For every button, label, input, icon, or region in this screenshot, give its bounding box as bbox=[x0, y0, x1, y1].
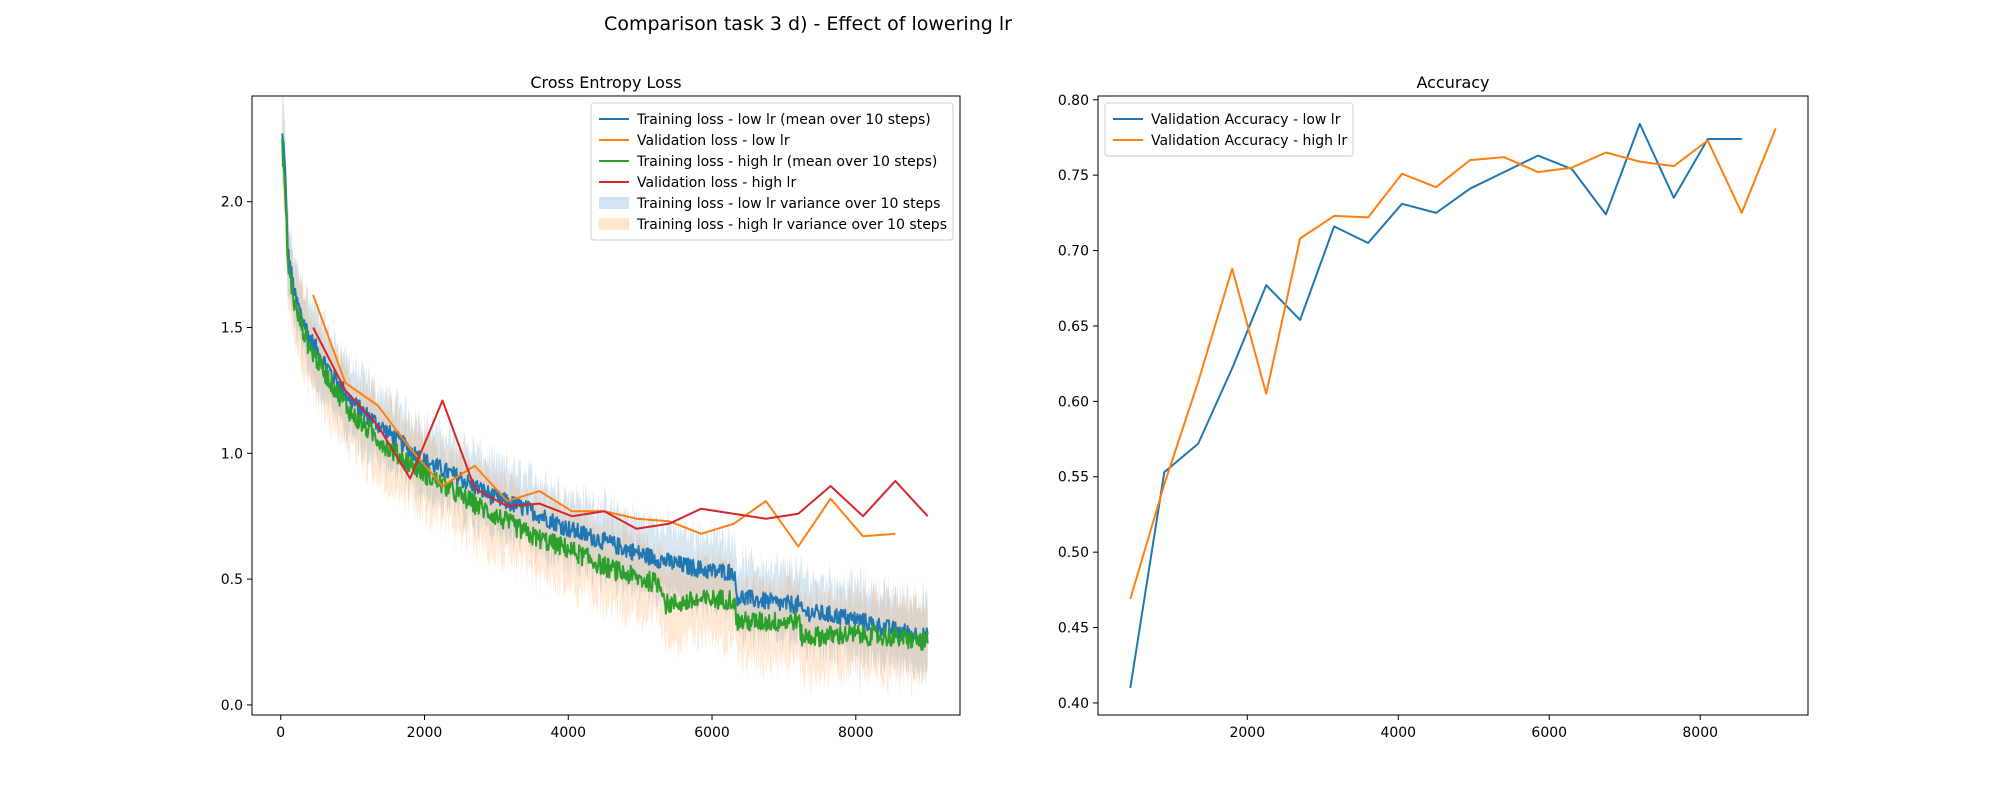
legend-box bbox=[590, 102, 954, 241]
legend: Training loss - low lr (mean over 10 ste… bbox=[590, 102, 954, 241]
legend: Validation Accuracy - low lr Validation A… bbox=[1104, 102, 1354, 157]
accuracy-chart: 2000 4000 6000 8000 0.40 0.45 0.50 0.55 0.60 0.65… bbox=[1058, 73, 1809, 741]
legend-label-0: Validation Accuracy - low lr bbox=[1151, 112, 1341, 128]
legend-swatch-4 bbox=[599, 197, 629, 209]
axes-frame bbox=[1097, 95, 1809, 716]
y-tick-label-1: 0.45 bbox=[1058, 621, 1089, 637]
x-tick-label-0: 0 bbox=[276, 725, 285, 741]
plot-area bbox=[1129, 122, 1777, 689]
series-line-3 bbox=[281, 137, 929, 651]
y-tick-label-0: 0.40 bbox=[1058, 696, 1089, 712]
legend-label-4: Training loss - low lr variance over 10 … bbox=[636, 196, 940, 212]
y-tick-label-7: 0.75 bbox=[1058, 168, 1089, 184]
axes-frame bbox=[251, 95, 961, 716]
chart-title: Accuracy bbox=[1416, 73, 1489, 92]
y-tick-label-2: 0.50 bbox=[1058, 545, 1089, 561]
y-tick-label-3: 1.5 bbox=[221, 320, 243, 336]
y-tick-label-4: 0.60 bbox=[1058, 394, 1089, 410]
x-tick-label-1: 2000 bbox=[407, 725, 443, 741]
y-tick-label-3: 0.55 bbox=[1058, 470, 1089, 486]
x-tick-label-1: 4000 bbox=[1380, 725, 1416, 741]
x-tick-label-3: 6000 bbox=[694, 725, 730, 741]
y-tick-label-2: 1.0 bbox=[221, 446, 243, 462]
y-tick-label-4: 2.0 bbox=[221, 195, 243, 211]
y-tick-label-8: 0.80 bbox=[1058, 93, 1089, 109]
legend-swatch-5 bbox=[599, 218, 629, 230]
x-tick-label-2: 6000 bbox=[1531, 725, 1567, 741]
legend-label-0: Training loss - low lr (mean over 10 ste… bbox=[636, 112, 931, 128]
plot-area bbox=[281, 96, 929, 698]
y-tick-label-6: 0.70 bbox=[1058, 244, 1089, 260]
series-line-1 bbox=[312, 327, 929, 530]
legend-label-5: Training loss - high lr variance over 10… bbox=[636, 217, 947, 233]
chart-title: Cross Entropy Loss bbox=[530, 73, 681, 92]
legend-label-2: Training loss - high lr (mean over 10 st… bbox=[636, 154, 937, 170]
figure-suptitle: Comparison task 3 d) - Effect of lowerin… bbox=[604, 13, 1012, 35]
x-tick-label-2: 4000 bbox=[550, 725, 586, 741]
legend-label-3: Validation loss - high lr bbox=[637, 175, 796, 191]
series-line-2 bbox=[281, 133, 929, 646]
legend-label-1: Validation Accuracy - high lr bbox=[1151, 133, 1347, 149]
x-tick-label-4: 8000 bbox=[838, 725, 874, 741]
x-tick-label-3: 8000 bbox=[1682, 725, 1718, 741]
series-line-1 bbox=[1129, 128, 1777, 600]
y-tick-label-1: 0.5 bbox=[221, 572, 243, 588]
legend-label-1: Validation loss - low lr bbox=[637, 133, 790, 149]
y-tick-label-5: 0.65 bbox=[1058, 319, 1089, 335]
x-tick-label-0: 2000 bbox=[1229, 725, 1265, 741]
legend-box bbox=[1104, 102, 1354, 157]
loss-chart: 0 2000 4000 6000 8000 0.0 0.5 1.0 1.5 2.0 Cross En… bbox=[221, 73, 961, 741]
y-tick-label-0: 0.0 bbox=[221, 698, 243, 714]
